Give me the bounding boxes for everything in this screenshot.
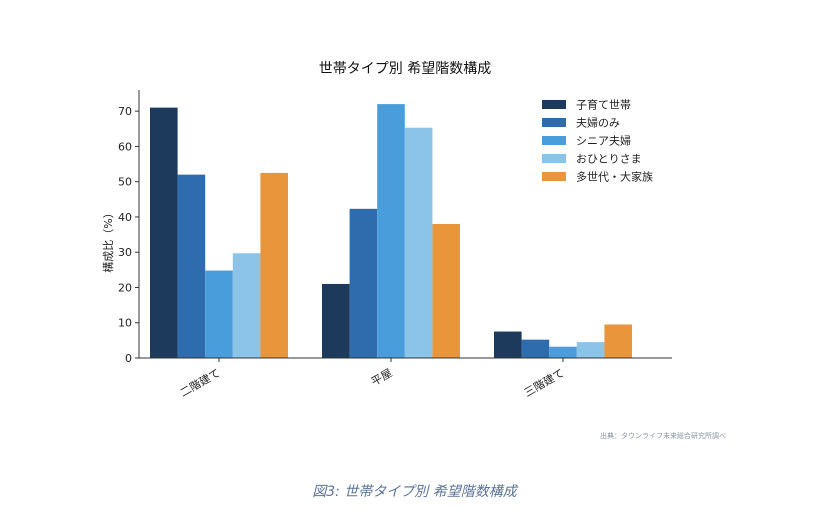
- legend-label: おひとりさま: [576, 153, 642, 166]
- legend-swatch: [542, 172, 566, 181]
- legend-label: 夫婦のみ: [576, 116, 620, 130]
- y-tick-label: 70: [118, 105, 132, 118]
- legend-label: 子育て世帯: [576, 98, 631, 112]
- legend-swatch: [542, 136, 566, 145]
- x-tick-label: 平屋: [369, 366, 395, 388]
- bar: [349, 208, 378, 358]
- y-tick-label: 30: [118, 246, 132, 259]
- bar: [232, 253, 261, 358]
- bar: [494, 331, 522, 358]
- y-axis-label: 構成比（%）: [102, 207, 115, 272]
- bar: [576, 342, 605, 358]
- bar: [322, 283, 350, 358]
- bar: [432, 224, 460, 358]
- bar: [404, 127, 433, 358]
- y-tick-label: 0: [125, 352, 132, 365]
- bar: [549, 346, 577, 358]
- bar: [377, 104, 405, 359]
- source-note: 出典：タウンライフ未来総合研究所調べ: [600, 431, 726, 440]
- x-axis-ticks: 二階建て 平屋 三階建て: [177, 358, 567, 400]
- bar: [521, 339, 550, 358]
- y-tick-label: 10: [118, 317, 132, 330]
- chart-title: 世帯タイプ別 希望階数構成: [319, 61, 491, 77]
- bar: [177, 174, 206, 358]
- bar: [260, 172, 288, 358]
- x-tick-label: 二階建て: [177, 365, 222, 399]
- y-axis-ticks: 0 10 20 30 40 50 60 70: [118, 105, 139, 365]
- legend-label: 多世代・大家族: [576, 170, 653, 184]
- y-tick-label: 20: [118, 281, 132, 294]
- y-tick-label: 40: [118, 211, 132, 224]
- bar: [150, 107, 178, 358]
- legend-swatch: [542, 100, 566, 109]
- bar: [205, 270, 233, 358]
- y-tick-label: 60: [118, 140, 132, 153]
- y-tick-label: 50: [118, 176, 132, 189]
- x-tick-label: 三階建て: [521, 365, 566, 399]
- bars: [150, 104, 632, 359]
- figure-caption: 図3: 世帯タイプ別 希望階数構成: [312, 484, 517, 500]
- legend-swatch: [542, 118, 566, 127]
- legend-label: シニア夫婦: [576, 134, 631, 148]
- legend-swatch: [542, 154, 566, 163]
- bar: [604, 324, 632, 358]
